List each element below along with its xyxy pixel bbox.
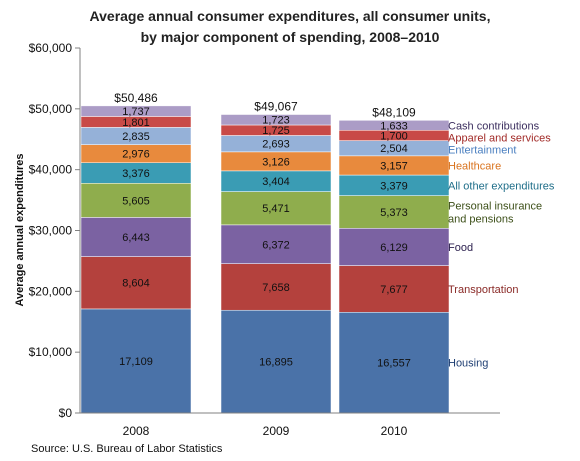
segment-value-label: 8,604 (122, 278, 150, 290)
source-note: Source: U.S. Bureau of Labor Statistics (31, 443, 223, 455)
segment-value-label: 6,443 (122, 232, 150, 244)
bar-segment (220, 309, 332, 414)
legend-entry: Personal insurance (448, 200, 542, 212)
segment-value-label: 5,471 (262, 203, 290, 215)
segment-value-label: 7,677 (380, 284, 408, 296)
legend-entry: Transportation (448, 284, 519, 296)
bars: 17,109 8,604 6,443 5,605 3,376 2,976 2,835 1,80… (80, 91, 450, 414)
segment-value-label: 1,737 (122, 106, 150, 118)
legend-entry: Cash contributions (448, 120, 540, 132)
segment-value-label: 1,801 (122, 117, 150, 129)
segment-value-label: 16,557 (377, 358, 411, 370)
y-tick-label: $20,000 (29, 284, 73, 298)
legend: Housing Transportation Food Personal insura… (448, 120, 555, 369)
segment-value-label: 3,379 (380, 180, 408, 192)
segment-value-label: 17,109 (119, 356, 153, 368)
bar-total-label: $48,109 (372, 105, 416, 119)
bar-segment (338, 265, 450, 313)
bar-segment (80, 105, 192, 117)
segment-value-label: 16,895 (259, 357, 293, 369)
segment-value-label: 3,157 (380, 160, 408, 172)
segment-value-label: 5,605 (122, 195, 150, 207)
bar-total-label: $49,067 (254, 100, 298, 114)
y-axis: $0 $10,000 $20,000 $30,000 $40,000 $50,000 $60… (29, 41, 81, 420)
chart-title-line-2: by major component of spending, 2008–201… (141, 29, 440, 45)
y-tick-label: $0 (59, 406, 73, 420)
segment-value-label: 3,376 (122, 168, 150, 180)
bar-segment (338, 312, 450, 414)
y-axis-label: Average annual expenditures (14, 153, 26, 306)
y-tick-label: $10,000 (29, 345, 73, 359)
segment-value-label: 1,633 (380, 120, 408, 132)
bar-total-label: $50,486 (114, 91, 158, 105)
segment-value-label: 3,404 (262, 176, 290, 188)
segment-value-label: 7,658 (262, 282, 290, 294)
bar-segment (80, 217, 192, 257)
legend-entry: and pensions (448, 213, 514, 225)
x-axis: 2008 2009 2010 (80, 412, 500, 438)
y-tick-label: $50,000 (29, 102, 73, 116)
x-tick-label: 2009 (263, 424, 290, 438)
bar-segment (220, 224, 332, 264)
segment-value-label: 1,723 (262, 115, 290, 127)
segment-value-label: 5,373 (380, 207, 408, 219)
bar-segment (80, 308, 192, 414)
legend-entry: Apparel and services (448, 132, 551, 144)
segment-value-label: 3,126 (262, 156, 290, 168)
bar-segment (80, 183, 192, 218)
bar-segment (338, 228, 450, 266)
segment-value-label: 2,504 (380, 143, 408, 155)
bar-segment (220, 114, 332, 126)
y-tick-label: $60,000 (29, 41, 73, 55)
segment-value-label: 6,372 (262, 239, 290, 251)
segment-value-label: 2,976 (122, 149, 150, 161)
x-tick-label: 2008 (123, 424, 150, 438)
bar-segment (338, 195, 450, 229)
bar-segment (80, 256, 192, 310)
chart-title-line-1: Average annual consumer expenditures, al… (90, 8, 491, 24)
x-tick-label: 2010 (381, 424, 408, 438)
bar-segment (220, 263, 332, 311)
legend-entry: Housing (448, 358, 488, 370)
segment-value-label: 2,693 (262, 139, 290, 151)
legend-entry: Entertainment (448, 144, 516, 156)
legend-entry: Healthcare (448, 160, 501, 172)
y-tick-label: $40,000 (29, 163, 73, 177)
segment-value-label: 2,835 (122, 131, 150, 143)
y-tick-label: $30,000 (29, 224, 73, 238)
legend-entry: All other expenditures (448, 180, 555, 192)
bar-segment (338, 120, 450, 131)
segment-value-label: 1,725 (262, 125, 290, 137)
segment-value-label: 1,700 (380, 130, 408, 142)
bar-segment (220, 191, 332, 226)
segment-value-label: 6,129 (380, 242, 408, 254)
legend-entry: Food (448, 242, 473, 254)
